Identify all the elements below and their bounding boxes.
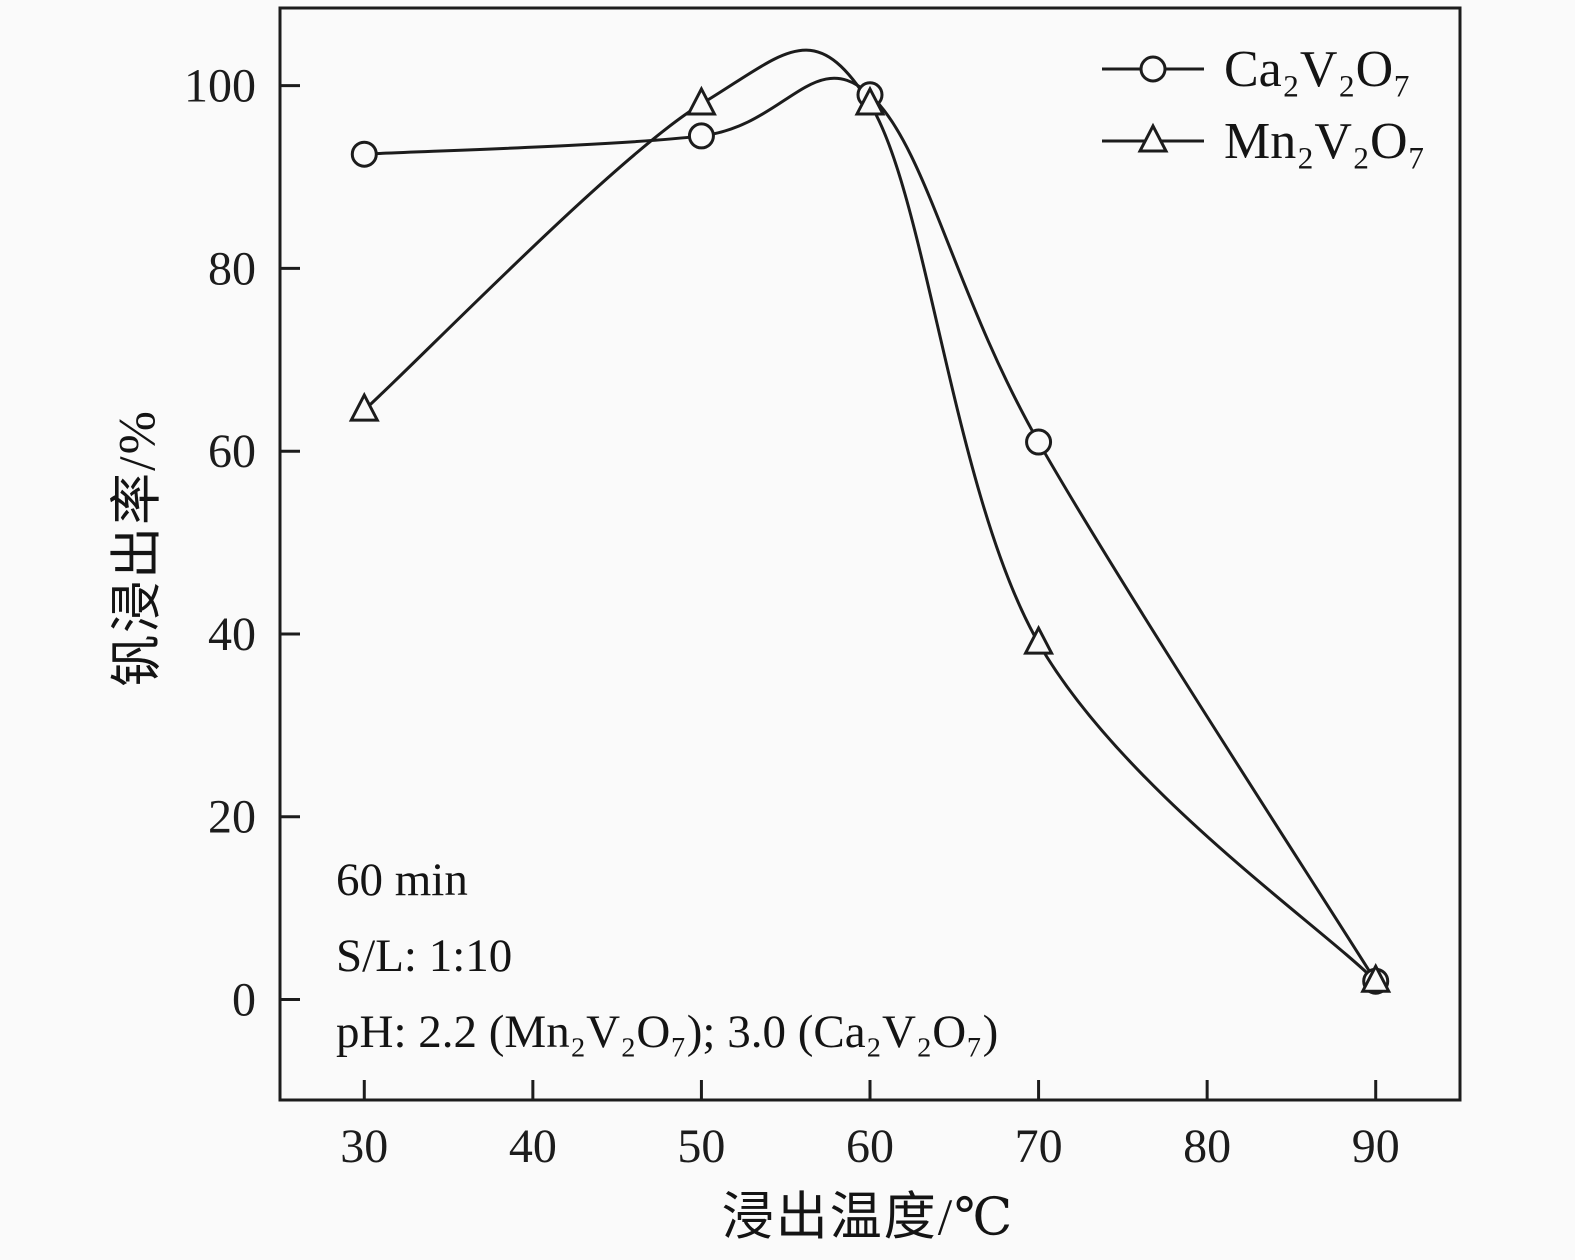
y-tick-label: 20 [208,791,256,844]
y-axis-title: 钒浸出率/% [109,409,167,687]
data-point-mnvo [1023,624,1055,655]
legend: Ca₂V₂O₇ Mn₂V₂O₇ [1098,34,1426,176]
legend-entry-ca2v2o7: Ca₂V₂O₇ [1098,34,1426,104]
x-tick-label: 30 [340,1120,388,1173]
x-tick-label: 50 [677,1120,725,1173]
annotation-ph: pH: 2.2 (Mn₂V₂O₇); 3.0 (Ca₂V₂O₇) [336,1006,999,1058]
legend-label: Ca₂V₂O₇ [1224,40,1412,98]
circle-marker-icon [1102,55,1204,83]
data-point-cavo [1025,428,1053,456]
x-tick-label: 90 [1352,1120,1400,1173]
x-tick-label: 70 [1015,1120,1063,1173]
x-axis-title: 浸出温度/℃ [721,1189,1015,1247]
x-tick-label: 40 [509,1120,557,1173]
annotation-block: 60 min S/L: 1:10 pH: 2.2 (Mn₂V₂O₇); 3.0 … [336,842,998,1070]
data-point-mnvo [348,391,380,422]
series-line-mnvo [363,48,1377,983]
series-line-cavo [364,76,1377,983]
y-tick-label: 100 [184,60,256,113]
data-point-cavo [687,122,715,150]
annotation-duration: 60 min [336,854,468,906]
data-point-mnvo [685,85,717,116]
data-point-mnvo [854,85,886,116]
data-point-mnvo [1360,962,1392,993]
x-tick-label: 80 [1183,1120,1231,1173]
y-tick-label: 40 [208,608,256,661]
y-tick-label: 0 [232,973,256,1026]
series-markers-mnvo [348,85,1392,993]
data-point-legend [1139,55,1167,83]
data-point-legend [1137,122,1169,153]
triangle-marker-icon [1102,122,1204,153]
y-tick-label: 60 [208,425,256,478]
legend-entry-mn2v2o7: Mn₂V₂O₇ [1098,106,1426,176]
annotation-sl-ratio: S/L: 1:10 [336,930,513,982]
data-point-cavo [350,140,378,168]
legend-label: Mn₂V₂O₇ [1224,112,1426,170]
x-tick-label: 60 [846,1120,894,1173]
y-tick-label: 80 [208,242,256,295]
